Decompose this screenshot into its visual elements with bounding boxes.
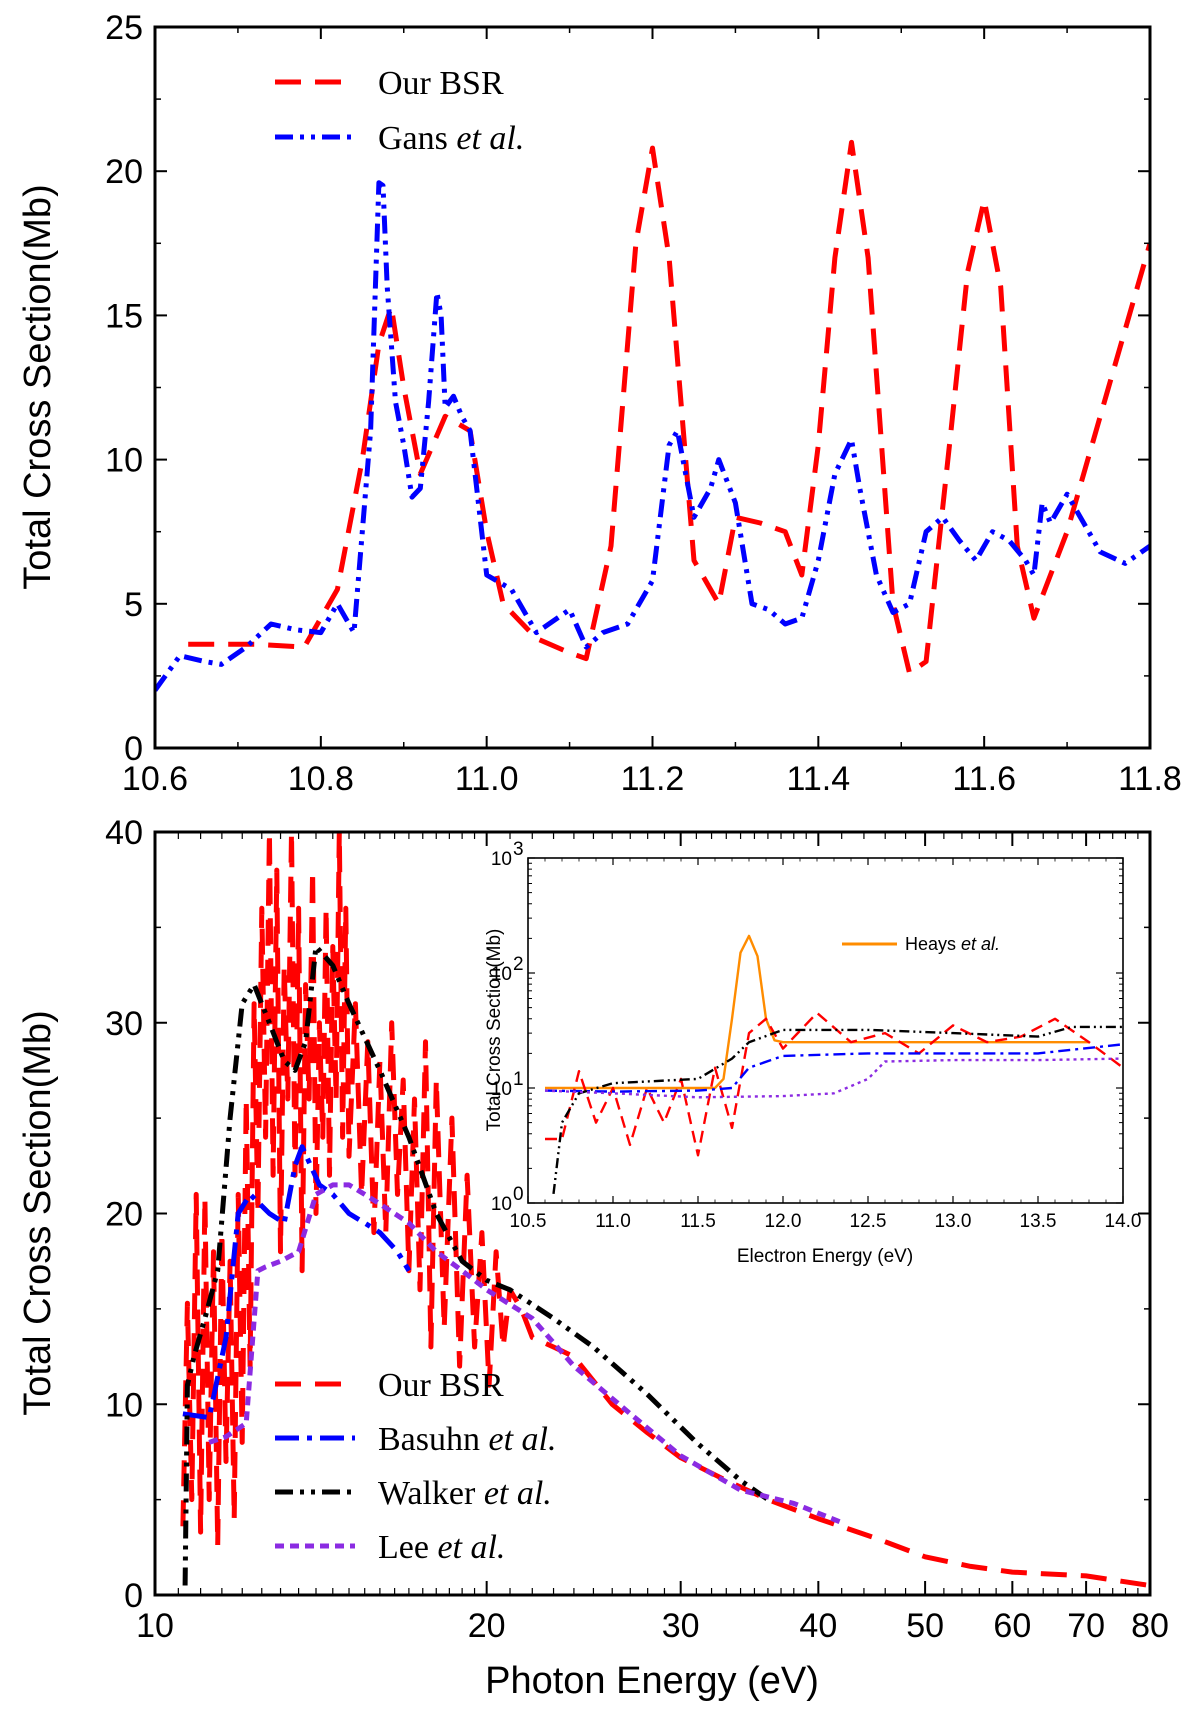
top-y-tick-label: 15: [105, 297, 143, 335]
top-x-tick-label: 11.2: [621, 760, 685, 798]
bottom-y-axis-title: Total Cross Section(Mb): [17, 1010, 59, 1415]
bottom-series-line-our-bsr: [180, 832, 1150, 1588]
inset-x-tick-label: 12.0: [765, 1211, 802, 1232]
top-series-line-gans-et-al: [155, 180, 1150, 692]
top-series-line-our-bsr: [188, 139, 1150, 676]
bottom-series-group: [180, 832, 1150, 1588]
top-series-group: [155, 139, 1150, 692]
top-panel: 10.6 10.8 11.0 11.2 11.4 11.6 11.8 0 5 10 15 20 25 T…: [17, 9, 1182, 798]
inset-y-tick-label: 10: [491, 1194, 512, 1215]
bottom-x-tick-label: 70: [1067, 1607, 1105, 1645]
bottom-x-tick-label: 30: [662, 1607, 700, 1645]
inset-series-line-3: [552, 1025, 1123, 1195]
inset-x-tick-label: 12.5: [850, 1211, 887, 1232]
bottom-legend-label-lee: Lee et al.: [378, 1529, 505, 1566]
bottom-y-tick-label: 40: [105, 814, 143, 852]
inset-y-tick-exponent: 2: [513, 954, 524, 975]
bottom-legend-label-walker: Walker et al.: [378, 1475, 552, 1512]
bottom-x-tick-label: 60: [993, 1607, 1031, 1645]
top-y-tick-label: 25: [105, 9, 143, 47]
bottom-x-tick-label: 10: [136, 1607, 174, 1645]
inset-series-line-1: [545, 1011, 1123, 1157]
inset-x-axis-title: Electron Energy (eV): [737, 1246, 913, 1267]
top-x-tick-label: 11.8: [1118, 760, 1182, 798]
inset-legend-label-heays: Heays et al.: [905, 934, 1000, 954]
top-x-tick-label: 11.6: [952, 760, 1016, 798]
top-x-tick-label: 10.8: [288, 760, 354, 798]
top-legend-label-our-bsr: Our BSR: [378, 65, 504, 102]
top-tick-group: 10.6 10.8 11.0 11.2 11.4 11.6 11.8 0 5 10 15 20 25: [105, 9, 1182, 798]
inset-y-tick-exponent: 1: [513, 1069, 524, 1090]
top-y-tick-label: 20: [105, 153, 143, 191]
bottom-y-tick-label: 10: [105, 1386, 143, 1424]
bottom-legend-label-our-bsr: Our BSR: [378, 1367, 504, 1404]
top-y-tick-label: 10: [105, 442, 143, 480]
bottom-series-line-walker-et-al: [182, 944, 770, 1586]
top-y-axis-title: Total Cross Section(Mb): [17, 184, 59, 589]
bottom-legend: Our BSR Basuhn et al. Walker et al. Lee …: [275, 1367, 556, 1566]
inset-y-tick-label: 10: [491, 964, 512, 985]
bottom-y-tick-label: 20: [105, 1196, 143, 1234]
bottom-legend-label-basuhn: Basuhn et al.: [378, 1421, 556, 1458]
bottom-series-line-basuhn-et-al: [182, 1144, 412, 1421]
bottom-x-tick-label: 20: [468, 1607, 506, 1645]
inset-x-tick-label: 13.5: [1020, 1211, 1057, 1232]
inset-y-tick-exponent: 3: [513, 839, 524, 860]
top-y-tick-label: 0: [124, 730, 143, 768]
inset-x-tick-label: 14.0: [1105, 1211, 1142, 1232]
inset-series-group: [544, 934, 1123, 1195]
inset-x-tick-label: 10.5: [510, 1211, 547, 1232]
bottom-y-tick-label: 0: [124, 1577, 143, 1615]
bottom-x-axis-title: Photon Energy (eV): [485, 1660, 819, 1702]
top-legend: Our BSR Gans et al.: [275, 65, 524, 157]
top-x-tick-label: 11.0: [455, 760, 519, 798]
inset-x-tick-label: 11.0: [595, 1211, 631, 1232]
top-plot-frame: [153, 25, 1152, 750]
top-x-tick-label: 10.6: [122, 760, 188, 798]
top-legend-label-gans: Gans et al.: [378, 120, 524, 157]
inset-y-tick-label: 10: [491, 849, 512, 870]
inset-x-tick-label: 13.0: [935, 1211, 972, 1232]
inset-plot-frame: [527, 857, 1124, 1204]
bottom-x-tick-label: 50: [906, 1607, 944, 1645]
inset-y-axis-title: Total Cross Section(Mb): [484, 929, 505, 1132]
bottom-x-tick-label: 80: [1131, 1607, 1169, 1645]
inset-series-line-heays-et-al: [545, 934, 1089, 1090]
top-x-tick-label: 11.4: [787, 760, 851, 798]
top-y-tick-label: 5: [124, 586, 143, 624]
inset-y-tick-exponent: 0: [513, 1184, 524, 1205]
bottom-y-tick-label: 30: [105, 1005, 143, 1043]
bottom-series-line-lee-et-al: [208, 1182, 843, 1525]
inset-y-tick-label: 10: [491, 1079, 512, 1100]
inset-x-tick-label: 11.5: [680, 1211, 716, 1232]
inset-series-line-2: [544, 1043, 1123, 1093]
bottom-x-tick-label: 40: [799, 1607, 837, 1645]
